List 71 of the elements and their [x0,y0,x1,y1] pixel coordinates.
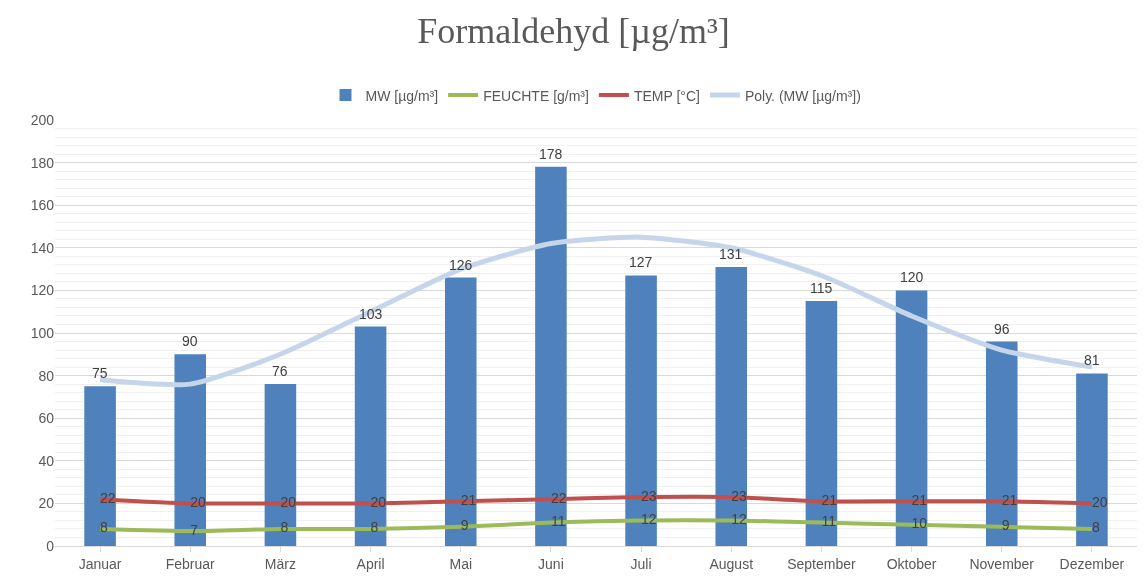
x-tick-label: März [264,555,296,572]
y-tick-label: 40 [38,452,55,469]
bar [625,275,657,546]
y-tick-label: 60 [38,410,55,427]
data-label: 76 [272,363,288,379]
data-label: 120 [900,269,924,285]
legend-label: TEMP [°C] [633,87,700,104]
data-label: 8 [1091,519,1100,536]
y-tick-label: 140 [30,239,55,256]
x-tick-label: Oktober [886,555,937,572]
bar [985,341,1018,546]
x-tick-label: Mai [449,555,473,572]
data-label: 115 [810,280,833,296]
data-label: 178 [539,146,563,162]
data-label: 90 [182,333,198,349]
data-label: 9 [460,517,469,534]
bar [535,166,567,546]
data-label: 23 [731,487,748,504]
legend-label: Poly. (MW [µg/m³]) [744,87,861,104]
data-label: 22 [550,489,567,506]
x-tick-label: September [787,555,856,572]
data-label: 20 [1091,493,1108,510]
bar [1076,373,1108,546]
data-label: 7 [190,521,199,538]
y-tick-label: 20 [38,495,55,512]
data-label: 21 [821,491,838,508]
data-label: 8 [370,519,379,536]
x-tick-label: August [709,555,754,572]
data-label: 20 [190,493,207,510]
data-label: 81 [1084,352,1100,368]
bar [805,301,838,546]
legend-label: MW [µg/m³] [365,87,439,104]
data-label: 75 [92,365,108,381]
data-label: 21 [911,491,928,508]
bar [895,290,928,546]
data-label: 103 [359,306,383,322]
bar [444,277,477,546]
y-tick-label: 200 [30,111,55,128]
data-label: 21 [460,491,477,508]
x-tick-label: Juli [630,555,652,572]
data-label: 8 [280,519,289,536]
x-tick-label: Januar [78,555,122,572]
x-tick-label: Juni [538,555,564,572]
y-tick-label: 0 [46,537,55,554]
x-tick-label: Dezember [1059,555,1125,572]
data-label: 131 [719,246,743,262]
data-label: 96 [994,321,1010,337]
data-label: 12 [641,510,657,527]
bar [174,354,207,546]
data-label: 126 [449,257,473,273]
bar [264,384,297,546]
y-tick-label: 160 [30,197,55,214]
y-tick-label: 120 [30,282,55,299]
y-tick-label: 80 [38,367,55,384]
data-label: 22 [100,489,116,506]
x-tick-label: November [969,555,1035,572]
data-label: 8 [100,519,109,536]
bar [84,386,116,546]
x-tick-label: April [356,555,385,572]
bar [715,266,748,546]
data-label: 20 [280,493,297,510]
x-tick-label: Februar [165,555,216,572]
data-label: 9 [1001,517,1010,534]
y-tick-label: 100 [30,324,55,341]
chart-title: Formaldehyd [µg/m³] [417,10,730,51]
data-label: 21 [1001,491,1018,508]
bar [354,326,387,546]
y-tick-label: 180 [30,154,55,171]
data-label: 127 [629,254,653,270]
data-label: 23 [641,487,657,504]
legend-label: FEUCHTE [g/m³] [483,87,589,104]
